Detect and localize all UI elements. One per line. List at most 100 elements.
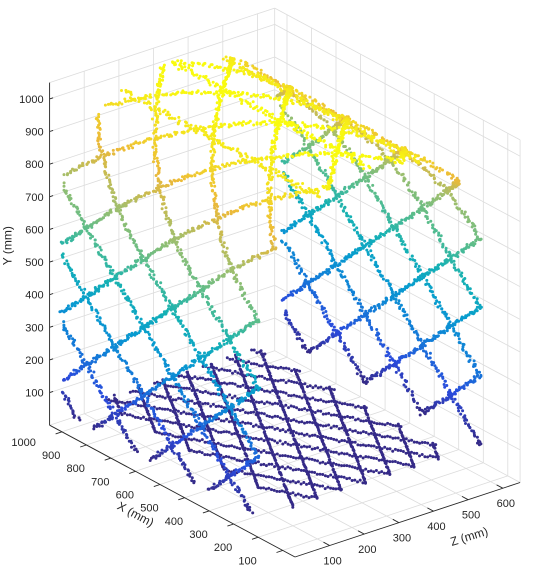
data-point — [348, 147, 352, 151]
data-point — [428, 406, 432, 410]
data-point — [278, 429, 282, 433]
data-point — [368, 174, 372, 178]
data-point — [120, 413, 124, 417]
data-point — [118, 421, 122, 425]
data-point — [405, 183, 409, 187]
data-point — [397, 368, 401, 372]
data-point — [111, 405, 115, 409]
data-point — [317, 233, 321, 237]
data-point — [226, 91, 230, 95]
data-point — [149, 108, 153, 112]
data-point — [186, 124, 190, 128]
data-point — [289, 323, 293, 326]
data-point — [343, 344, 346, 348]
data-point — [166, 394, 170, 398]
data-point — [174, 435, 177, 439]
data-point — [225, 382, 229, 386]
data-point — [326, 337, 330, 341]
data-point — [402, 437, 406, 440]
data-point — [152, 131, 156, 135]
data-point — [284, 403, 288, 407]
grid-line — [84, 413, 330, 546]
data-point — [300, 396, 304, 400]
data-point — [129, 198, 133, 202]
data-point — [96, 139, 100, 143]
data-point — [464, 422, 467, 425]
data-point — [195, 171, 199, 175]
data-point — [417, 264, 421, 268]
data-point — [363, 245, 367, 248]
data-point — [394, 436, 397, 440]
data-point — [449, 392, 453, 395]
data-point — [268, 96, 272, 100]
data-point — [127, 403, 131, 406]
data-point — [335, 197, 339, 200]
data-point — [131, 146, 135, 150]
data-point — [120, 406, 124, 410]
data-point — [317, 115, 321, 119]
data-point — [190, 425, 194, 429]
data-point — [89, 224, 93, 228]
data-point — [161, 395, 164, 399]
data-point — [406, 389, 410, 393]
data-point — [263, 120, 267, 124]
data-point — [335, 406, 339, 410]
data-point — [296, 258, 300, 262]
data-point — [129, 300, 133, 304]
data-point — [419, 201, 423, 205]
data-point — [142, 101, 146, 105]
data-point — [171, 421, 175, 425]
data-point — [265, 377, 269, 381]
data-point — [97, 112, 101, 116]
data-point — [137, 397, 141, 401]
data-point — [141, 255, 145, 258]
data-point — [148, 93, 152, 97]
data-point — [289, 443, 293, 447]
data-point — [149, 137, 153, 141]
data-point — [190, 174, 194, 178]
data-point — [139, 417, 143, 420]
data-point — [452, 259, 456, 263]
data-point — [357, 166, 361, 170]
data-point — [182, 177, 186, 181]
data-point — [353, 318, 357, 322]
data-point — [198, 376, 202, 380]
data-point — [226, 74, 230, 78]
data-point — [328, 270, 332, 274]
data-point — [79, 299, 83, 302]
data-point — [105, 331, 109, 335]
data-point — [94, 159, 98, 163]
data-point — [374, 260, 378, 264]
data-point — [349, 215, 353, 219]
data-point — [347, 352, 351, 356]
data-point — [187, 387, 191, 390]
data-point — [219, 443, 223, 447]
data-point — [367, 432, 371, 436]
data-point — [265, 426, 269, 430]
data-point — [179, 411, 183, 415]
data-point — [142, 415, 145, 419]
data-point — [187, 424, 191, 427]
data-point — [69, 269, 73, 272]
data-point — [311, 109, 315, 113]
data-point — [276, 366, 280, 370]
data-point — [115, 344, 119, 348]
data-point — [362, 375, 366, 379]
data-point — [209, 149, 213, 153]
data-point — [339, 198, 343, 202]
data-point — [287, 247, 291, 251]
data-point — [90, 305, 94, 309]
data-point — [230, 381, 234, 385]
data-point — [91, 235, 95, 238]
data-point — [310, 102, 314, 106]
data-point — [432, 230, 436, 234]
data-point — [213, 125, 217, 129]
grid-line — [274, 187, 521, 320]
data-point — [386, 279, 390, 283]
data-point — [322, 306, 326, 310]
data-point — [419, 338, 423, 342]
data-point — [432, 334, 436, 338]
data-point — [111, 199, 115, 203]
data-point — [369, 431, 373, 435]
data-point — [430, 360, 434, 364]
